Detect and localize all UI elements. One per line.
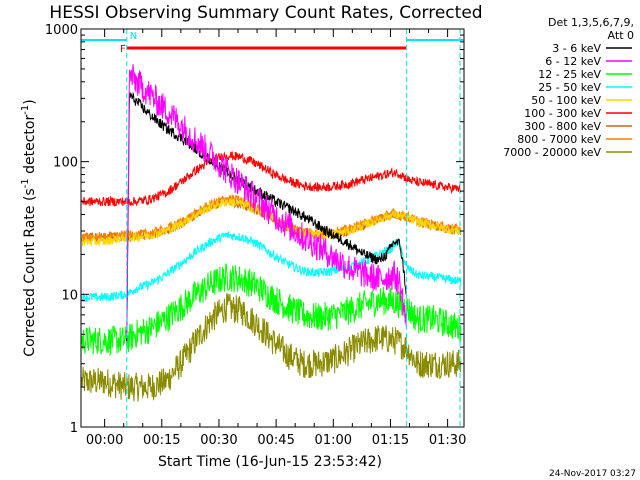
legend-label: 6 - 12 keV	[545, 55, 601, 68]
y-tick-label: 1	[70, 421, 78, 436]
flare-flag-label: F	[120, 44, 126, 55]
series-line	[126, 64, 407, 339]
legend-label: 12 - 25 keV	[538, 68, 601, 81]
y-axis-label: Corrected Count Rate (s-1 detector-1)	[20, 99, 38, 356]
legend-label: 800 - 7000 keV	[517, 133, 601, 146]
footer-date: 24-Nov-2017 03:27	[549, 469, 636, 479]
series-layer	[81, 64, 462, 402]
legend-label: 7000 - 20000 keV	[503, 146, 601, 159]
y-axis-label-pre: Corrected Count Rate (s	[22, 188, 38, 356]
chart-title: HESSI Observing Summary Count Rates, Cor…	[49, 3, 482, 23]
y-axis-ticks: 1 10 100 1000	[45, 23, 464, 436]
series-line	[81, 230, 462, 303]
series-line	[81, 197, 462, 247]
x-tick-label: 01:30	[429, 433, 466, 448]
series-line	[81, 151, 462, 207]
plot-frame	[80, 28, 465, 428]
x-axis-ticks: 00:00 00:15 00:30 00:45 01:00 01:15 01:30	[86, 29, 466, 448]
legend-label: 25 - 50 keV	[538, 81, 601, 94]
y-axis-label-post: )	[22, 99, 38, 104]
legend-label: 50 - 100 keV	[531, 94, 601, 107]
legend-label: 100 - 300 keV	[524, 107, 601, 120]
x-tick-label: 01:15	[372, 433, 409, 448]
legend-header-line1: Det 1,3,5,6,7,9,	[548, 16, 634, 29]
y-tick-label: 1000	[45, 23, 78, 38]
x-tick-label: 00:30	[200, 433, 237, 448]
series-line	[81, 263, 462, 357]
legend-header-line2: Att 0	[608, 29, 634, 42]
y-axis-label-mid: detector	[22, 115, 38, 179]
flag-layer: FN	[81, 29, 464, 427]
x-tick-label: 00:15	[143, 433, 180, 448]
legend-label: 3 - 6 keV	[552, 42, 601, 55]
x-tick-label: 00:45	[257, 433, 294, 448]
x-tick-label: 00:00	[86, 433, 123, 448]
y-tick-label: 10	[61, 288, 78, 303]
y-tick-label: 100	[53, 156, 78, 171]
legend-label: 300 - 800 keV	[524, 120, 601, 133]
x-tick-label: 01:00	[315, 433, 352, 448]
series-line	[81, 293, 462, 402]
y-axis-label-sup2: -1	[20, 105, 31, 115]
x-axis-label: Start Time (16-Jun-15 23:53:42)	[158, 454, 382, 470]
plot-area: FN 00:00 00:15 00:30 00:45 01:00 01:15 01:30 1…	[45, 23, 466, 448]
y-axis-label-sup1: -1	[20, 178, 31, 188]
night-flag-label: N	[130, 31, 137, 42]
